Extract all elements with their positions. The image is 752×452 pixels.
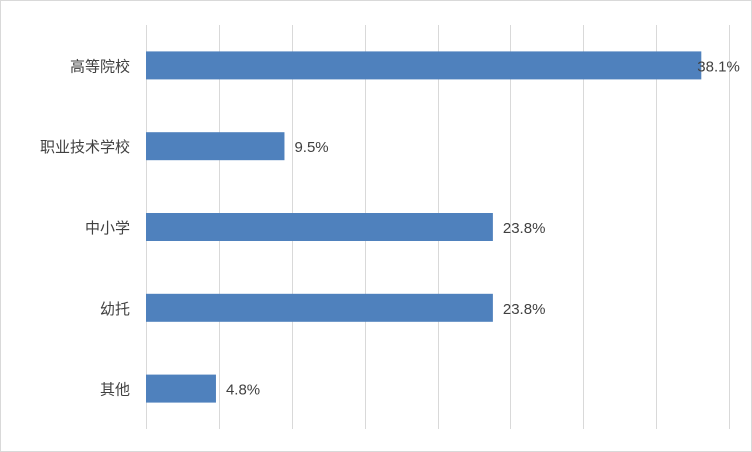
bar [146, 293, 493, 322]
bar [146, 51, 702, 80]
category-label: 中小学 [85, 219, 130, 237]
data-label: 4.8% [226, 382, 260, 399]
category-label: 高等院校 [70, 57, 130, 75]
bar [146, 374, 216, 403]
category-label: 幼托 [100, 300, 130, 318]
bar [146, 213, 493, 241]
data-label: 38.1% [697, 58, 740, 75]
data-label: 23.8% [503, 220, 546, 237]
category-label: 职业技术学校 [40, 138, 130, 156]
category-label: 其他 [100, 381, 130, 399]
data-label: 9.5% [294, 139, 328, 156]
bar [146, 132, 285, 161]
data-label: 23.8% [503, 301, 546, 318]
